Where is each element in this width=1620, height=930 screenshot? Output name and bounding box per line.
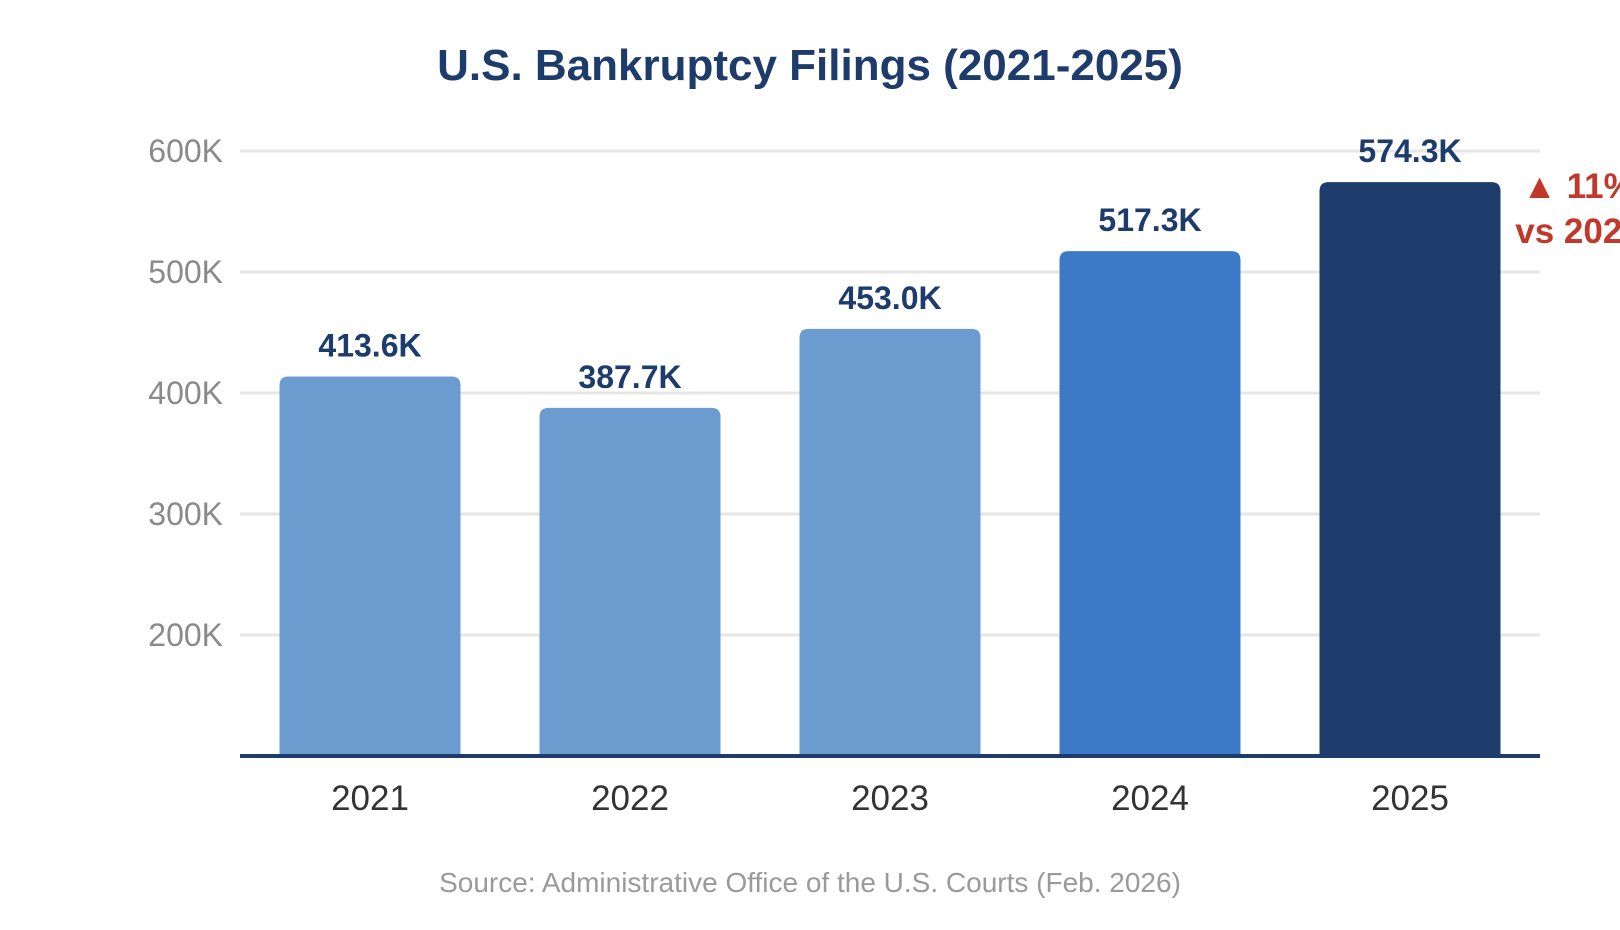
- bars: [279, 182, 1501, 757]
- chart-title: U.S. Bankruptcy Filings (2021-2025): [437, 41, 1183, 90]
- y-tick-label: 300K: [148, 496, 223, 532]
- bar-2022: [539, 407, 721, 756]
- y-tick-label: 500K: [148, 254, 223, 290]
- y-tick-label: 600K: [148, 133, 223, 169]
- value-label-2023: 453.0K: [838, 280, 941, 316]
- value-label-2024: 517.3K: [1098, 202, 1201, 238]
- y-tick-label: 400K: [148, 375, 223, 411]
- value-label-2022: 387.7K: [578, 359, 681, 395]
- category-label-2021: 2021: [331, 779, 409, 818]
- bar-2023: [799, 328, 981, 756]
- bar-2021: [279, 376, 461, 756]
- value-label-2025: 574.3K: [1358, 133, 1461, 169]
- annotation-change: ▲ 11%: [1522, 167, 1620, 206]
- value-labels: 413.6K 387.7K 453.0K 517.3K 574.3K: [318, 133, 1461, 395]
- annotation-comparison: vs 2024: [1515, 212, 1620, 251]
- category-label-2025: 2025: [1371, 779, 1449, 818]
- bar-2024: [1059, 251, 1241, 756]
- category-label-2023: 2023: [851, 779, 929, 818]
- bar-2025: [1319, 182, 1501, 757]
- growth-annotation: ▲ 11% vs 2024: [1515, 167, 1620, 251]
- category-label-2024: 2024: [1111, 779, 1189, 818]
- y-axis-ticks: 200K 300K 400K 500K 600K: [148, 133, 223, 653]
- x-axis-categories: 2021 2022 2023 2024 2025: [331, 779, 1449, 818]
- value-label-2021: 413.6K: [318, 328, 421, 364]
- source-note: Source: Administrative Office of the U.S…: [439, 867, 1181, 898]
- category-label-2022: 2022: [591, 779, 669, 818]
- y-tick-label: 200K: [148, 617, 223, 653]
